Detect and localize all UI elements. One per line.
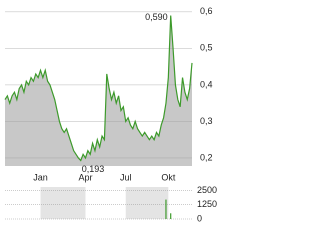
price-line — [4, 15, 193, 162]
volume-bar — [170, 213, 172, 219]
y-tick-label: 1250 — [197, 199, 217, 209]
volume-bar — [165, 199, 167, 219]
x-tick-label: Jul — [120, 172, 132, 182]
x-tick-label: Apr — [78, 172, 92, 182]
high-label: 0,590 — [145, 12, 168, 22]
band — [40, 187, 86, 219]
y-tick-label: 2500 — [197, 185, 217, 195]
band — [125, 187, 169, 219]
y-tick-label: 0,5 — [200, 43, 213, 53]
low-label: 0,193 — [82, 164, 105, 174]
x-tick-label: Okt — [161, 172, 176, 182]
x-tick-label: Jan — [33, 172, 48, 182]
chart: 0,590 0,193 Jan Apr Jul Okt 0,2 0,3 0,4 0,5 0,6 250… — [4, 6, 217, 223]
y-tick-label: 0,2 — [200, 152, 213, 162]
y-tick-label: 0,4 — [200, 79, 213, 89]
y-tick-label: 0,6 — [200, 6, 213, 16]
area — [5, 15, 192, 166]
y-tick-label: 0,3 — [200, 116, 213, 126]
y-tick-label: 0 — [197, 213, 202, 223]
